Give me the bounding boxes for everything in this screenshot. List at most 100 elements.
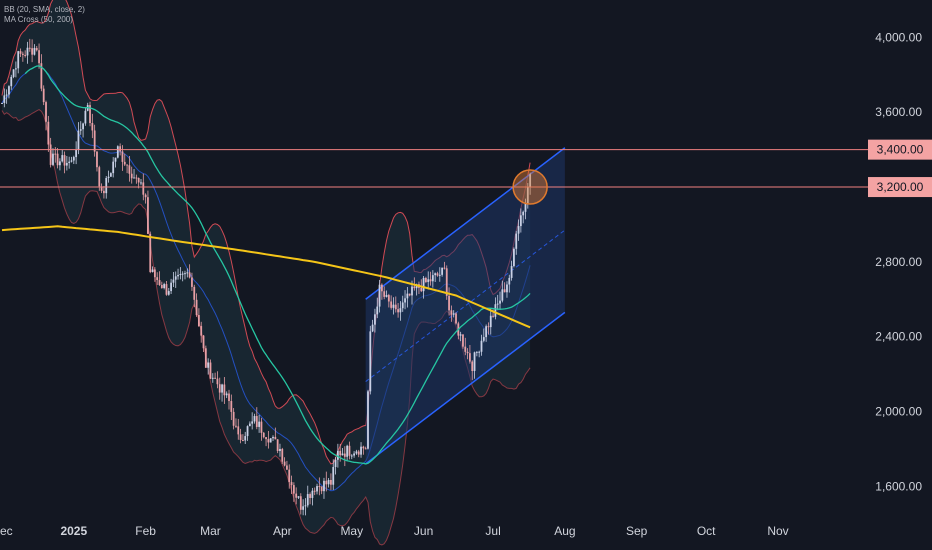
- candle-body: [487, 326, 490, 328]
- candle-body: [14, 68, 17, 70]
- level-label-bg: [868, 139, 932, 160]
- legend-bb[interactable]: BB (20, SMA, close, 2): [4, 5, 85, 14]
- candle-body: [299, 496, 302, 510]
- candle-body: [151, 269, 154, 273]
- moving-averages: [1, 65, 531, 465]
- candle-body: [302, 506, 305, 510]
- candle-body: [35, 47, 38, 51]
- candle-body: [163, 284, 166, 289]
- candle-body: [49, 144, 52, 165]
- candle-body: [160, 285, 163, 289]
- candle-body: [343, 453, 346, 457]
- candle-body: [47, 121, 50, 145]
- candle-body: [228, 393, 230, 402]
- candle-body: [290, 482, 293, 486]
- candle-body: [292, 485, 295, 494]
- x-tick-label: Apr: [273, 524, 292, 538]
- candle-body: [177, 274, 179, 277]
- candle-body: [8, 86, 10, 95]
- candle-body: [443, 267, 446, 269]
- price-axis[interactable]: 1,600.00 2,000.00 2,400.00 2,800.00 3,600.00…: [875, 30, 922, 493]
- candle-body: [107, 176, 110, 179]
- highlight-marker: [512, 169, 548, 205]
- candle-body: [179, 273, 182, 275]
- candle-body: [318, 486, 321, 488]
- channel-upper-line: [365, 147, 566, 300]
- candle-body: [128, 165, 131, 174]
- candle-body: [214, 377, 217, 379]
- candlesticks: [1, 38, 532, 516]
- candle-body: [519, 215, 522, 227]
- candle-body: [336, 450, 339, 460]
- candle-body: [339, 450, 342, 456]
- candle-body: [401, 302, 404, 309]
- candle-body: [77, 130, 80, 150]
- highlight-circle[interactable]: [512, 169, 548, 205]
- candle-body: [70, 160, 73, 162]
- legend-ma-cross[interactable]: MA Cross (50, 200): [4, 15, 73, 24]
- candle-body: [404, 298, 406, 303]
- candle-body: [225, 393, 228, 396]
- y-tick-label: 2,400.00: [875, 330, 922, 344]
- parallel-channel[interactable]: [365, 147, 566, 465]
- candle-body: [239, 434, 242, 440]
- candle-body: [420, 287, 423, 292]
- candle-body: [186, 272, 189, 274]
- candle-body: [529, 174, 532, 187]
- candle-body: [353, 453, 355, 456]
- candle-body: [276, 439, 279, 452]
- candle-body: [253, 416, 256, 422]
- candle-body: [3, 95, 6, 104]
- candle-body: [79, 129, 82, 131]
- candle-body: [251, 421, 254, 424]
- candle-body: [59, 161, 61, 166]
- candle-body: [96, 151, 98, 168]
- candle-body: [448, 295, 450, 311]
- candle-body: [21, 53, 24, 55]
- candle-body: [45, 102, 47, 122]
- candle-body: [84, 110, 87, 124]
- candle-body: [459, 334, 462, 336]
- candle-body: [406, 293, 409, 299]
- candle-body: [371, 324, 374, 332]
- x-tick-label: Jun: [414, 524, 433, 538]
- candle-body: [109, 173, 112, 177]
- candle-body: [103, 190, 105, 194]
- candle-body: [98, 167, 101, 187]
- candle-body: [360, 446, 362, 455]
- candle-body: [524, 203, 527, 212]
- candle-body: [72, 157, 75, 161]
- candle-body: [242, 439, 244, 441]
- candle-body: [286, 465, 288, 470]
- candle-body: [297, 496, 300, 498]
- candle-body: [195, 299, 198, 316]
- candle-body: [258, 421, 261, 427]
- candle-body: [40, 63, 43, 89]
- level-label-bg: [868, 177, 932, 198]
- candle-body: [367, 391, 369, 449]
- candle-body: [355, 451, 358, 454]
- candle-body: [121, 151, 124, 162]
- candle-body: [52, 153, 54, 165]
- candle-body: [54, 153, 57, 155]
- candle-body: [191, 277, 193, 287]
- candle-body: [42, 88, 45, 103]
- candle-body: [503, 289, 506, 293]
- candle-body: [149, 233, 152, 273]
- candle-body: [482, 337, 485, 341]
- candle-body: [489, 315, 492, 328]
- horizontal-levels[interactable]: 3,400.00 3,200.00: [0, 139, 932, 198]
- candle-body: [255, 416, 258, 427]
- channel-fill: [365, 147, 565, 464]
- time-axis[interactable]: Dec 2025 Feb Mar Apr May Jun Jul Aug Sep Oct Nov: [0, 524, 789, 538]
- candle-body: [469, 353, 471, 362]
- candle-body: [170, 282, 172, 292]
- candle-body: [167, 291, 170, 295]
- candle-body: [508, 277, 511, 285]
- candle-body: [445, 268, 448, 296]
- candle-body: [357, 451, 360, 455]
- candle-body: [24, 54, 27, 56]
- candle-body: [492, 315, 494, 317]
- candle-body: [390, 301, 393, 308]
